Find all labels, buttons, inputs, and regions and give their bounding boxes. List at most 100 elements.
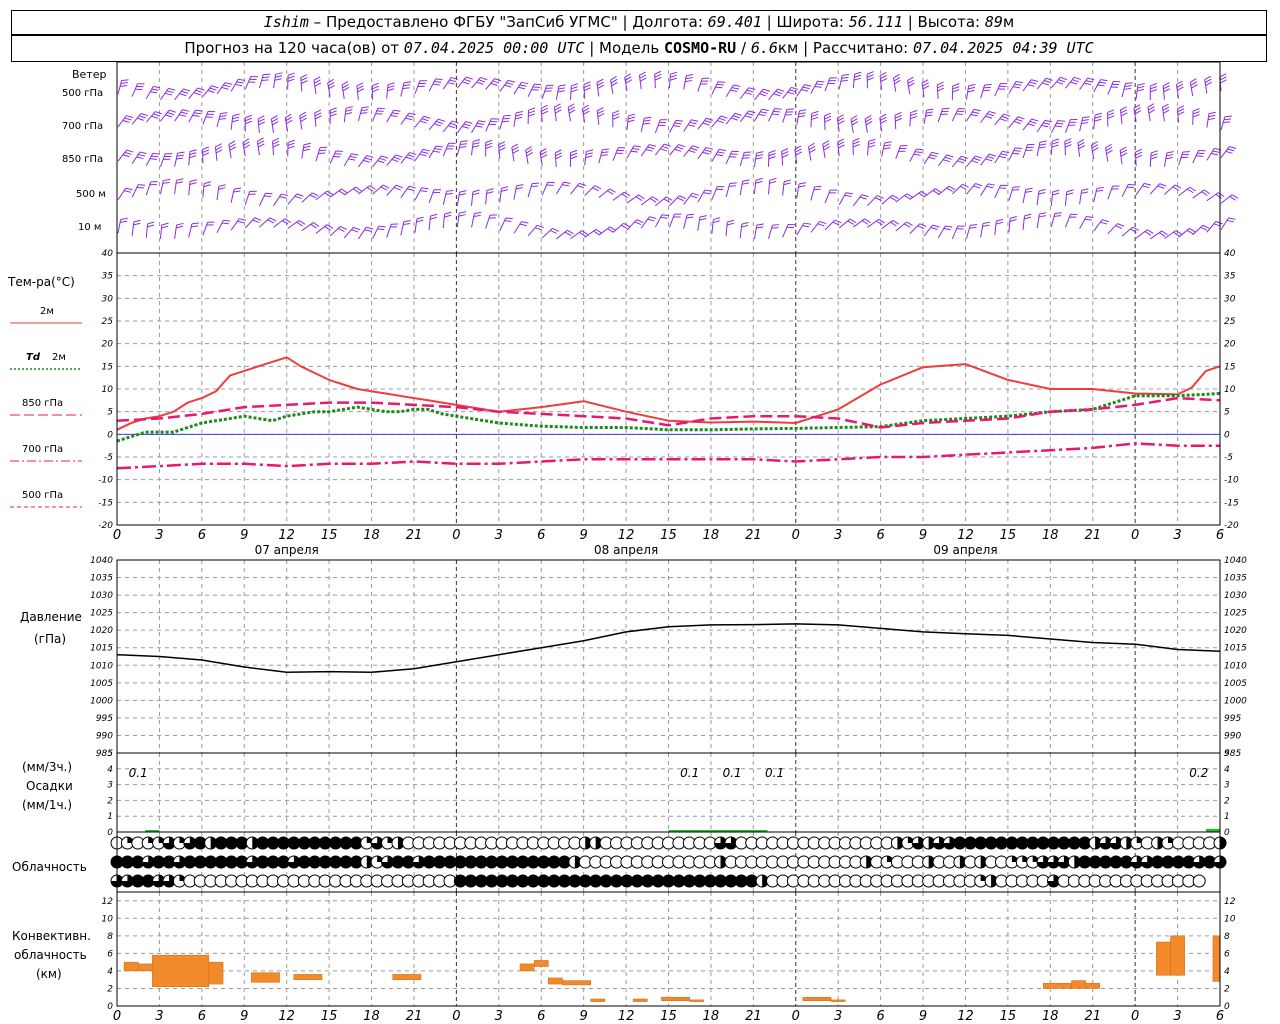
- wind-barb: [159, 153, 166, 168]
- conv-ytick-right: 8: [1224, 932, 1230, 942]
- temp-ytick-left: 25: [102, 317, 114, 327]
- wind-barb-feather: [403, 223, 411, 226]
- wind-barb: [145, 153, 154, 166]
- wind-barb-feather: [262, 76, 270, 79]
- wind-barb: [329, 188, 342, 198]
- wind-barb-feather: [285, 113, 292, 119]
- wind-barb: [596, 110, 600, 125]
- wind-barb-feather: [787, 91, 795, 95]
- wind-barb-feather: [189, 149, 197, 153]
- wind-barb-feather: [463, 78, 471, 82]
- wind-barb: [1192, 224, 1204, 236]
- wind-barb: [923, 110, 928, 125]
- wind-barb-feather: [1078, 145, 1086, 150]
- wind-barb-feather: [341, 81, 349, 86]
- wind-barb-feather: [465, 121, 473, 124]
- wind-barb: [117, 115, 127, 128]
- cloud-symbol-fill: [991, 875, 998, 887]
- wind-barb-feather: [1163, 85, 1170, 90]
- wind-barb-feather: [1203, 189, 1211, 195]
- pressure-line: [116, 623, 1221, 674]
- wind-barb-feather: [798, 112, 806, 115]
- wind-barb-feather: [338, 190, 346, 196]
- wind-barb-feather: [504, 84, 512, 88]
- wind-barb-feather: [948, 185, 956, 191]
- wind-barb-feather: [665, 196, 673, 201]
- wind-barb-feather: [125, 187, 133, 191]
- wind-barb-feather: [975, 183, 983, 187]
- wind-barb: [980, 84, 986, 99]
- wind-barb-feather: [649, 197, 657, 203]
- wind-barb-feather: [536, 224, 544, 229]
- wind-barb-feather: [1038, 215, 1046, 218]
- wind-barb-feather: [409, 151, 417, 156]
- wind-barb-feather: [1042, 82, 1050, 86]
- cloud-symbol-fill: [933, 837, 946, 849]
- cloud-symbol-fill: [964, 837, 977, 849]
- wind-barb-feather: [970, 114, 978, 117]
- wind-barb-feather: [245, 120, 252, 125]
- wind-barb-feather: [773, 110, 781, 113]
- wind-barb: [640, 196, 653, 206]
- wind-barb-feather: [851, 121, 859, 126]
- wind-barb-feather: [712, 220, 720, 224]
- wind-barb-feather: [847, 220, 855, 225]
- wind-barb-feather: [783, 182, 791, 186]
- wind-barb-feather: [1064, 144, 1072, 148]
- wind-barb-feather: [781, 151, 789, 155]
- alt-label: Высота:: [917, 13, 981, 31]
- wind-barb-feather: [407, 154, 415, 158]
- wind-barb-feather: [272, 121, 279, 126]
- cloud-symbol-fill: [866, 856, 873, 868]
- wind-barb-feather: [768, 156, 776, 160]
- wind-barb-feather: [387, 82, 395, 86]
- wind-barb-feather: [627, 119, 635, 123]
- cloud-symbol-fill: [548, 875, 561, 887]
- wind-barb-feather: [868, 141, 876, 145]
- wind-barb-feather: [193, 92, 201, 96]
- cloud-symbol-fill: [235, 837, 248, 849]
- wind-barb: [921, 83, 925, 98]
- wind-barb-feather: [450, 122, 457, 126]
- cloud-symbol-fill: [1057, 837, 1070, 849]
- wind-barb-feather: [758, 113, 766, 117]
- wind-barb-feather: [971, 160, 979, 164]
- wind-barb-feather: [348, 158, 356, 161]
- wind-barb-feather: [987, 113, 995, 117]
- wind-barb-feather: [1162, 103, 1169, 108]
- cloud-symbol-fill: [173, 856, 186, 868]
- time-tick-bottom: 9: [919, 1009, 927, 1024]
- wind-barb-feather: [420, 190, 428, 192]
- wind-barb: [230, 115, 234, 130]
- wind-barb-feather: [1201, 191, 1208, 197]
- wind-barb: [372, 108, 379, 122]
- wind-barb-feather: [534, 83, 542, 86]
- wind-barb-feather: [628, 113, 636, 117]
- conv-bar: [392, 974, 422, 980]
- wind-barb-feather: [1202, 224, 1210, 229]
- wind-barb: [315, 224, 328, 234]
- cloud-symbol-fill: [1074, 856, 1081, 868]
- wind-barb: [654, 119, 661, 134]
- wind-barb-feather: [1187, 188, 1194, 194]
- cloud-symbol-fill: [391, 856, 404, 868]
- wind-barb-feather: [465, 76, 473, 80]
- lat-label: Широта:: [776, 13, 844, 31]
- wind-barb: [386, 224, 392, 238]
- wind-barb-feather: [982, 89, 990, 92]
- time-tick-bottom: 6: [876, 1009, 884, 1024]
- wind-level-10m: 10 м: [78, 222, 102, 233]
- cloud-title: Облачность: [12, 860, 87, 874]
- wind-barb: [1093, 188, 1098, 203]
- wind-barb-feather: [1130, 228, 1137, 233]
- wind-barb: [301, 192, 313, 203]
- wind-barb-feather: [324, 192, 331, 197]
- wind-barb-feather: [220, 112, 228, 115]
- wind-barb-feather: [593, 230, 600, 236]
- wind-barb: [258, 74, 264, 89]
- wind-barb-feather: [238, 78, 246, 81]
- legend-td-label: Td: [26, 352, 40, 363]
- wind-barb-feather: [868, 138, 876, 142]
- wind-barb-feather: [312, 222, 320, 227]
- wind-barb-feather: [690, 147, 698, 151]
